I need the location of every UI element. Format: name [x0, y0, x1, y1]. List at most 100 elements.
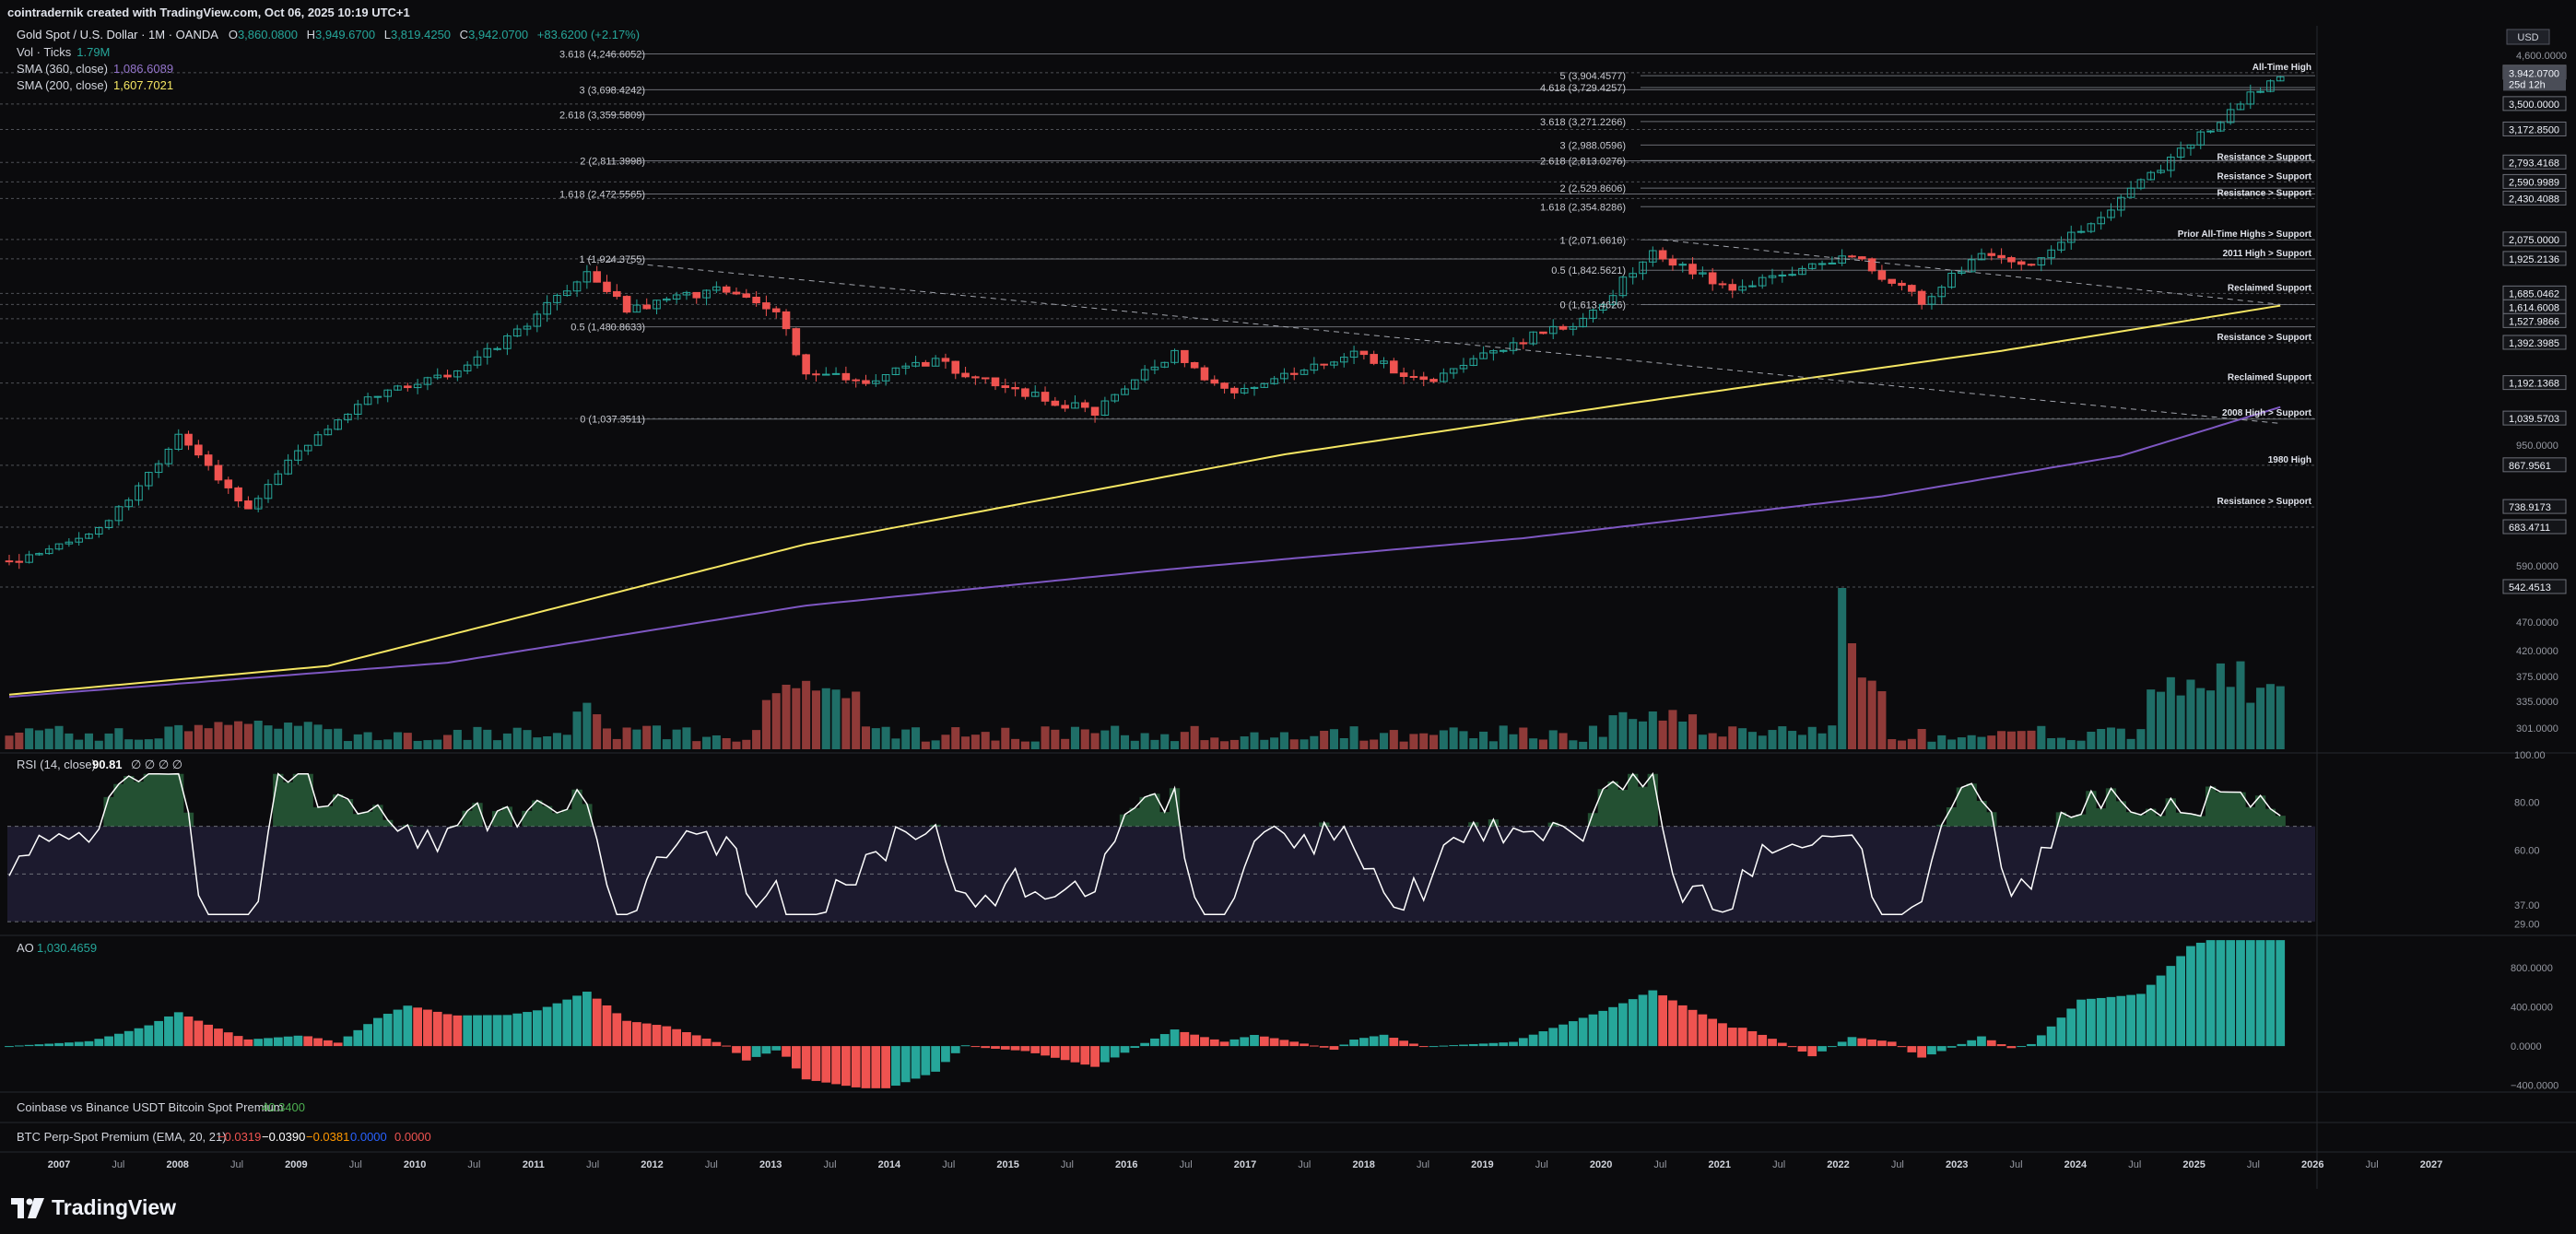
time-axis-label: 2020 — [1590, 1159, 1612, 1170]
candle — [1738, 286, 1747, 291]
volume-bar — [303, 722, 312, 749]
candle — [2017, 261, 2026, 265]
volume-bar — [104, 733, 113, 749]
volume-bar — [134, 739, 144, 749]
ao-bar — [1708, 1018, 1718, 1047]
price-label: 1,392.3985 — [2509, 338, 2559, 349]
volume-bar — [1529, 738, 1538, 749]
volume-bar — [1429, 735, 1439, 749]
volume-bar — [1867, 680, 1876, 749]
candle — [593, 271, 601, 283]
ao-bar — [2265, 940, 2276, 1047]
ao-bar — [104, 1036, 113, 1047]
volume-bar — [2206, 690, 2216, 749]
candle — [253, 498, 263, 510]
ao-bar — [204, 1024, 214, 1047]
time-axis-label: Jul — [2010, 1159, 2023, 1170]
ao-bar — [1578, 1017, 1588, 1047]
ao-bar — [1698, 1014, 1708, 1047]
ao-bar — [1060, 1046, 1070, 1061]
volume-bar — [771, 693, 781, 749]
candle — [383, 389, 392, 397]
candle — [1937, 287, 1947, 298]
ao-scale-tick: 400.0000 — [2511, 1003, 2553, 1014]
volume-bar — [1459, 731, 1468, 749]
symbol-name[interactable]: Gold Spot / U.S. Dollar · 1M · OANDA — [17, 28, 218, 41]
candle — [771, 308, 781, 312]
ao-bar — [363, 1024, 372, 1047]
volume-bar — [1618, 711, 1628, 749]
candle — [2206, 130, 2215, 133]
volume-bar — [1768, 730, 1777, 749]
volume-bar — [802, 680, 811, 749]
time-axis-label: 2022 — [1827, 1159, 1849, 1170]
volume-bar — [821, 688, 830, 749]
candle — [1440, 372, 1448, 382]
ao-bar — [482, 1015, 492, 1047]
tradingview-logo[interactable]: TradingView — [11, 1195, 176, 1220]
ao-bar — [423, 1009, 432, 1047]
volume-bar — [1538, 739, 1547, 749]
ao-bar — [223, 1032, 233, 1047]
ao-bar — [602, 1005, 612, 1047]
candle — [881, 374, 890, 382]
ao-bar — [173, 1012, 183, 1047]
legend-sma360[interactable]: SMA (360, close) 1,086.6089 — [17, 62, 173, 76]
trendline — [1663, 239, 2281, 305]
volume-bar — [662, 739, 671, 749]
ao-bar — [243, 1039, 253, 1047]
ao-bar — [1000, 1046, 1010, 1050]
time-axis-label: Jul — [349, 1159, 362, 1170]
ao-bar — [782, 1046, 791, 1057]
volume-bar — [1200, 740, 1209, 749]
ao-bar — [1528, 1034, 1538, 1047]
ao-bar — [542, 1006, 552, 1047]
ao-scale-tick: 0.0000 — [2511, 1041, 2542, 1052]
candle — [1908, 285, 1916, 292]
volume-bar — [1379, 733, 1389, 749]
volume-bar — [1020, 741, 1029, 749]
volume-bar — [114, 728, 124, 749]
fib-level-label: 0.5 (1,480.8633) — [570, 323, 645, 334]
ao-bar — [562, 999, 572, 1047]
ao-bar — [2236, 940, 2245, 1047]
volume-bar — [383, 739, 393, 749]
candle — [2136, 179, 2146, 189]
volume-bar — [941, 735, 950, 749]
candle — [294, 450, 302, 461]
candle — [1011, 387, 1019, 390]
volume-bar — [1548, 730, 1558, 749]
ao-bar — [74, 1041, 84, 1047]
legend-sma200[interactable]: SMA (200, close) 1,607.7021 — [17, 78, 173, 92]
candle — [682, 291, 691, 296]
volume-bar — [194, 724, 203, 749]
ao-bar — [672, 1028, 681, 1047]
candle — [991, 377, 1000, 387]
candle — [1688, 264, 1697, 275]
volume-bar — [2097, 728, 2106, 749]
ao-bar — [144, 1025, 154, 1047]
chart-canvas[interactable]: 3.618 (4,246.6052) 3 (3,698.4242) 2.618 (3… — [0, 26, 2576, 1189]
price-label: 867.9561 — [2509, 461, 2551, 472]
volume-bar — [622, 727, 631, 749]
time-axis-label: Jul — [1891, 1159, 1904, 1170]
volume-bar — [970, 735, 980, 749]
volume-bar — [632, 729, 641, 749]
ao-bar — [183, 1017, 194, 1047]
ao-bar — [343, 1036, 353, 1047]
candle — [463, 364, 472, 371]
candle — [2167, 156, 2175, 171]
ao-bar — [801, 1046, 811, 1080]
ao-bar — [134, 1028, 144, 1047]
ao-bar — [791, 1046, 801, 1069]
candle — [821, 373, 830, 376]
candle — [2157, 170, 2165, 173]
volume-bar — [65, 733, 74, 749]
ao-bar — [701, 1038, 712, 1047]
price-label: 1,039.5703 — [2509, 414, 2559, 425]
legend-volume[interactable]: Vol · Ticks 1.79M — [17, 45, 110, 59]
candle — [553, 295, 561, 303]
candle — [2066, 231, 2076, 243]
volume-bar — [2126, 738, 2135, 749]
volume-bar — [1817, 733, 1827, 749]
